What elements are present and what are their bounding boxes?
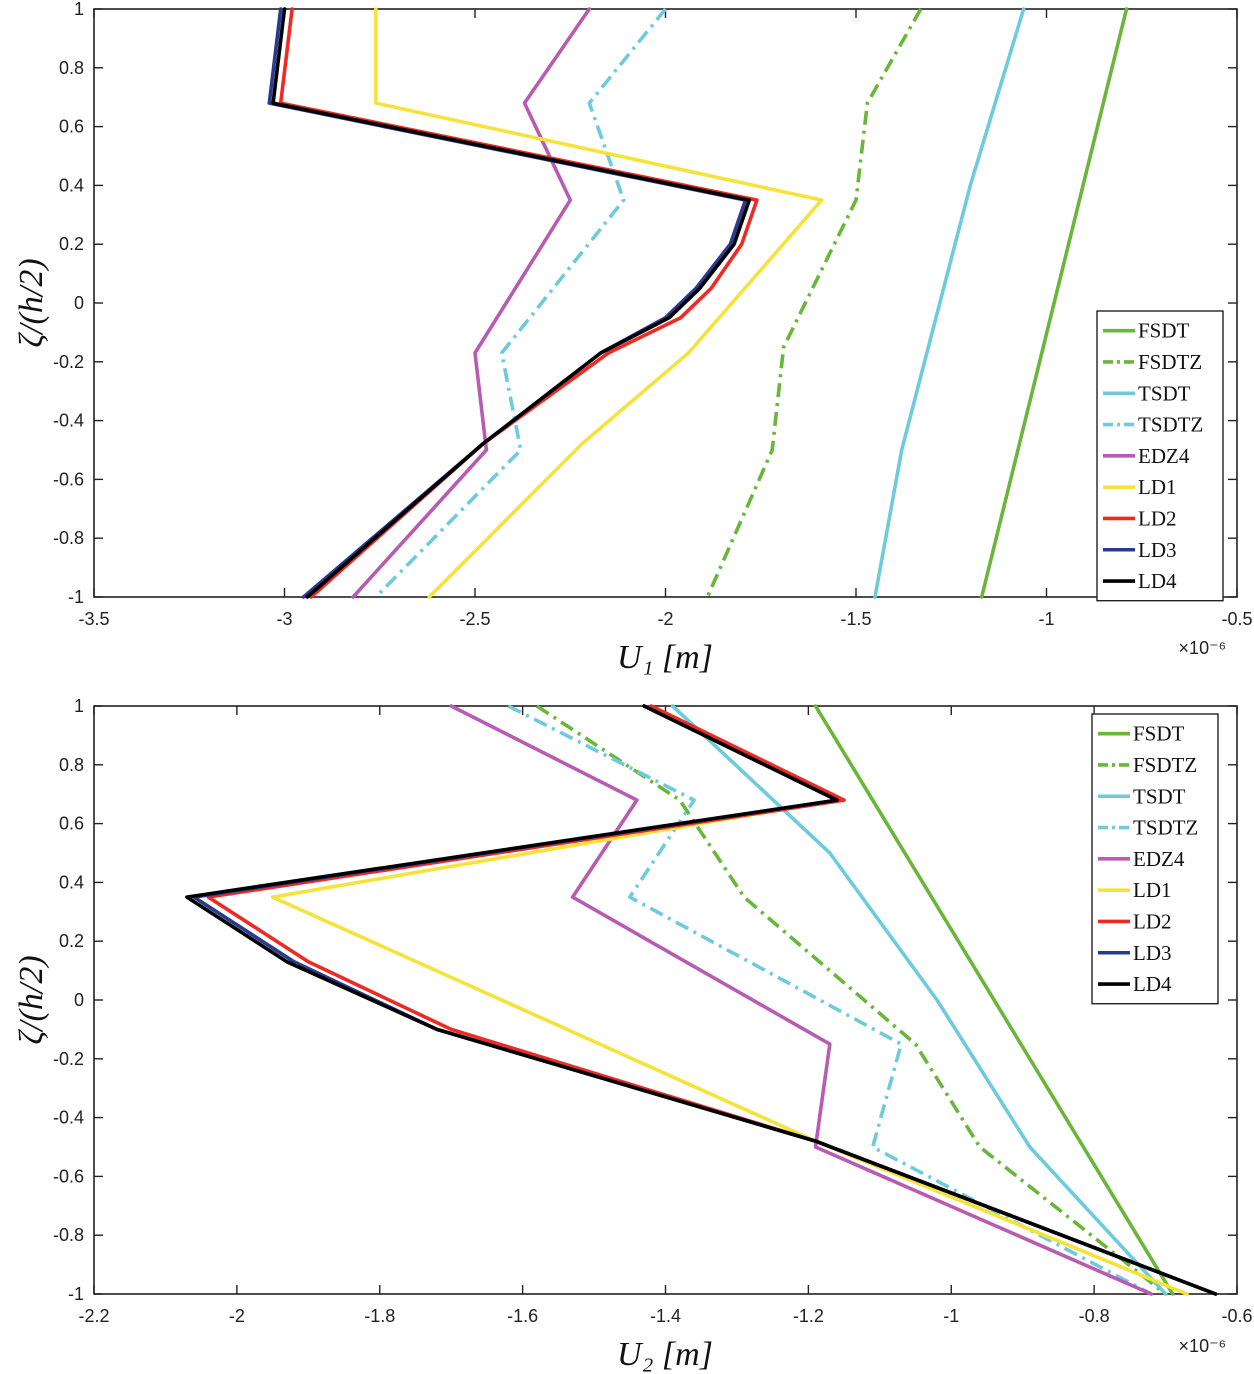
y-tick-label: 0.2 (59, 234, 84, 254)
x-tick-label: -3.5 (78, 609, 109, 629)
series-lines (267, 7, 1129, 599)
y-tick-label: 0.4 (59, 175, 84, 195)
x-tick-label: -0.8 (1079, 1306, 1110, 1326)
legend-label: FSDT (1138, 319, 1190, 343)
series-line-edz4 (449, 704, 1154, 1296)
x-tick-label: -1.4 (650, 1306, 681, 1326)
y-tick-label: 0.8 (59, 755, 84, 775)
y-tick-label: -0.6 (53, 1166, 84, 1186)
series-line-tsdt (873, 7, 1026, 599)
x-scale-label: ×10⁻⁶ (1179, 638, 1226, 658)
plot-area (93, 705, 1238, 1295)
series-lines (185, 704, 1218, 1296)
y-tick-label: 0 (74, 990, 84, 1010)
series-line-ld4 (185, 704, 1218, 1296)
y-tick-label: 0.6 (59, 814, 84, 834)
legend-label: LD3 (1133, 941, 1172, 965)
y-tick-label: 1 (74, 0, 84, 19)
legend-label: LD4 (1133, 972, 1172, 996)
plot-area (93, 8, 1238, 598)
legend-label: FSDTZ (1138, 350, 1202, 374)
y-axis-label: ζ/(h/2) (13, 955, 50, 1044)
y-tick-label: -0.4 (53, 1108, 84, 1128)
legend: FSDT FSDTZ TSDT TSDTZ EDZ4 LD1 LD2 LD3 LD4 (1096, 310, 1224, 602)
series-line-tsdtz (374, 7, 667, 599)
series-line-tsdtz (507, 704, 1153, 1296)
x-axis-label: U₂ [m] (617, 1336, 713, 1373)
x-tick-label: -1 (1038, 609, 1054, 629)
y-tick-label: -0.2 (53, 1049, 84, 1069)
x-tick-label: -2 (229, 1306, 245, 1326)
legend-label: LD3 (1138, 538, 1177, 562)
y-tick-label: 0.4 (59, 872, 84, 892)
legend-label: TSDTZ (1133, 816, 1198, 840)
x-tick-label: -1 (943, 1306, 959, 1326)
x-tick-label: -2.2 (78, 1306, 109, 1326)
x-tick-label: -1.5 (840, 609, 871, 629)
y-tick-label: -1 (68, 1284, 84, 1304)
legend-label: LD2 (1138, 506, 1177, 530)
y-tick-label: -0.6 (53, 469, 84, 489)
x-tick-label: -3 (276, 609, 292, 629)
x-tick-label: -2 (657, 609, 673, 629)
legend-label: EDZ4 (1138, 444, 1190, 468)
series-line-ld4 (271, 7, 752, 599)
legend-label: LD4 (1138, 569, 1177, 593)
legend-label: LD2 (1133, 909, 1172, 933)
series-line-fsdtz (535, 704, 1167, 1296)
series-line-ld1 (374, 7, 824, 599)
y-tick-label: -0.2 (53, 352, 84, 372)
x-tick-label: -2.5 (459, 609, 490, 629)
y-axis-ticks: -1 -0.8 -0.6 -0.4 -0.2 0 0.2 0.4 0.6 0.8 1 (53, 696, 1237, 1304)
x-tick-label: -1.6 (507, 1306, 538, 1326)
legend-label: TSDT (1133, 784, 1186, 808)
legend-label: FSDT (1133, 722, 1185, 746)
series-line-tsdt (670, 704, 1168, 1296)
y-tick-label: 0.8 (59, 58, 84, 78)
y-tick-label: 0.2 (59, 931, 84, 951)
y-axis-ticks: -1 -0.8 -0.6 -0.4 -0.2 0 0.2 0.4 0.6 0.8 1 (53, 0, 1237, 607)
y-tick-label: -0.4 (53, 411, 84, 431)
x-scale-label: ×10⁻⁶ (1179, 1336, 1226, 1356)
x-axis-label: U₁ [m] (617, 639, 713, 676)
y-tick-label: -1 (68, 587, 84, 607)
legend-label: LD1 (1138, 475, 1177, 499)
legend-label: TSDT (1138, 381, 1191, 405)
legend-label: LD1 (1133, 878, 1172, 902)
x-tick-label: -1.8 (364, 1306, 395, 1326)
y-axis-label: ζ/(h/2) (13, 258, 50, 347)
legend-label: EDZ4 (1133, 847, 1185, 871)
legend-label: FSDTZ (1133, 753, 1197, 777)
chart-u2: -2.2 -2 -1.8 -1.6 -1.4 -1.2 -1 -0.8 -0.6 -1-0.8-… (13, 696, 1253, 1373)
series-line-fsdt (979, 7, 1129, 599)
y-tick-label: 1 (74, 696, 84, 716)
y-tick-label: -0.8 (53, 1225, 84, 1245)
x-tick-label: -0.6 (1221, 1306, 1252, 1326)
legend: FSDT FSDTZ TSDT TSDTZ EDZ4 LD1 LD2 LD3 LD4 (1091, 713, 1219, 1005)
series-line-fsdtz (705, 8, 923, 598)
x-tick-label: -1.2 (793, 1306, 824, 1326)
x-axis-ticks: -2.2 -2 -1.8 -1.6 -1.4 -1.2 -1 -0.8 -0.6 (78, 706, 1253, 1326)
y-tick-label: 0 (74, 293, 84, 313)
x-tick-label: -0.5 (1221, 609, 1252, 629)
y-tick-label: -0.8 (53, 528, 84, 548)
series-line-fsdt (813, 704, 1175, 1296)
chart-u1: -3.5 -3 -2.5 -2 -1.5 -1 -0.5 -1 -0.8 -0.6 -0.4 -0.… (13, 0, 1253, 676)
legend-label: TSDTZ (1138, 413, 1203, 437)
y-tick-label: 0.6 (59, 117, 84, 137)
x-axis-ticks: -3.5 -3 -2.5 -2 -1.5 -1 -0.5 (78, 9, 1253, 629)
series-line-edz4 (351, 7, 592, 599)
